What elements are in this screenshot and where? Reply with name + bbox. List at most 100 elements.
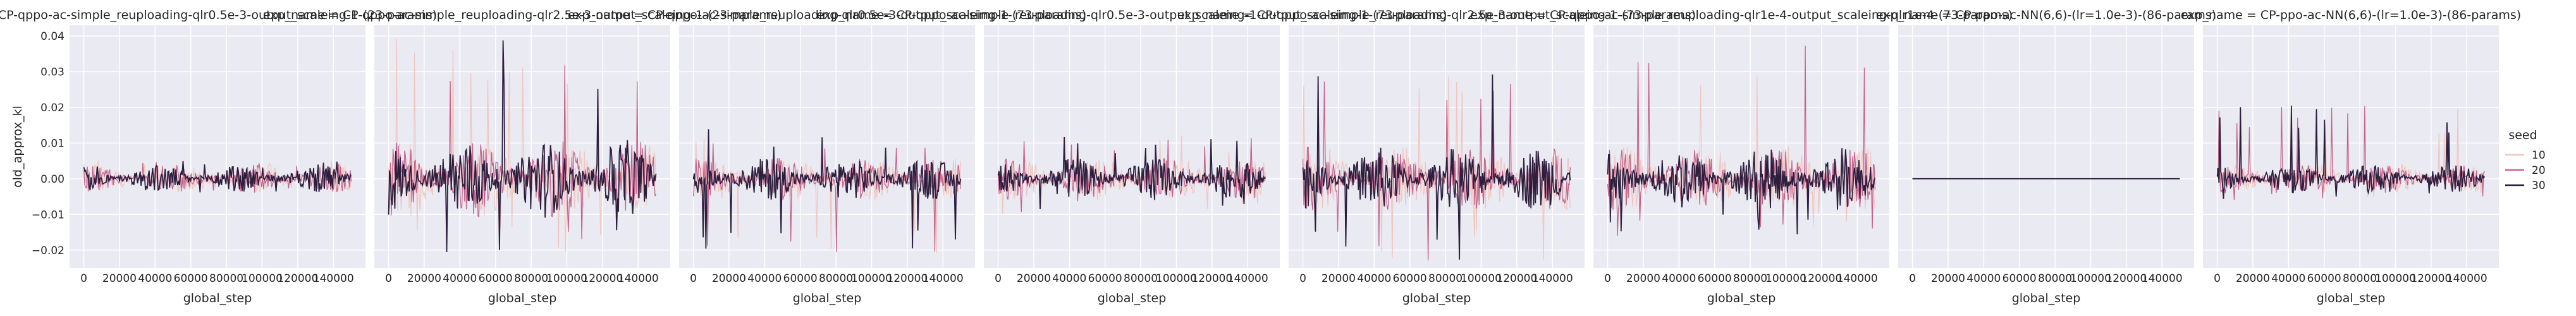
panel-title: exp_name = CP-qppo-ac-simple_reuploading… — [1177, 8, 1696, 22]
y-tick-label: 0.00 — [40, 173, 64, 186]
series-line-seed-30 — [1302, 74, 1571, 260]
x-tick-label: 60000 — [1698, 272, 1732, 285]
x-tick-label: 80000 — [209, 272, 243, 285]
x-tick-label: 140000 — [923, 272, 964, 285]
x-tick-label: 140000 — [2446, 272, 2487, 285]
x-tick-label: 0 — [1299, 272, 1306, 285]
x-axis-label: global_step — [1402, 291, 1471, 305]
x-tick-label: 100000 — [2375, 272, 2416, 285]
y-tick-label: 0.03 — [40, 66, 64, 78]
x-tick-label: 0 — [80, 272, 87, 285]
legend: seed 10 20 30 — [2505, 128, 2546, 192]
panel-title: exp_name = CP-qppo-ac-simple_reuploading… — [568, 8, 1086, 22]
panel-title: exp_name = CP-ppo-ac-NN(6,6)-(lr=1.0e-3)… — [2181, 8, 2521, 22]
y-axis-label: old_approx_kl — [11, 106, 25, 188]
x-tick-label: 120000 — [1496, 272, 1537, 285]
x-tick-label: 0 — [1604, 272, 1611, 285]
plot-area — [1593, 25, 1889, 268]
x-tick-label: 40000 — [443, 272, 477, 285]
x-tick-label: 120000 — [1191, 272, 1232, 285]
x-tick-label: 100000 — [1156, 272, 1197, 285]
x-axis-label: global_step — [1098, 291, 1167, 305]
x-tick-label: 80000 — [1428, 272, 1463, 285]
x-tick-label: 100000 — [1765, 272, 1806, 285]
x-tick-label: 80000 — [514, 272, 548, 285]
x-axis-label: global_step — [183, 291, 252, 305]
x-tick-label: 100000 — [242, 272, 283, 285]
x-tick-label: 60000 — [2003, 272, 2037, 285]
x-tick-label: 120000 — [2410, 272, 2451, 285]
panel-title: exp_name = CP-qppo-ac-simple_reuploading… — [816, 8, 1447, 22]
plot-area — [1898, 25, 2194, 268]
x-tick-label: 0 — [1909, 272, 1916, 285]
y-tick-label: −0.01 — [32, 209, 64, 221]
x-tick-label: 20000 — [102, 272, 137, 285]
x-tick-label: 0 — [385, 272, 392, 285]
plot-area — [984, 25, 1280, 268]
x-tick-label: 140000 — [313, 272, 354, 285]
x-tick-label: 40000 — [1052, 272, 1086, 285]
x-tick-label: 40000 — [1966, 272, 2001, 285]
series-line-seed-20 — [692, 143, 962, 252]
x-axis-label: global_step — [2012, 291, 2081, 305]
x-tick-label: 20000 — [1931, 272, 1965, 285]
x-tick-label: 80000 — [2343, 272, 2377, 285]
x-tick-label: 120000 — [582, 272, 623, 285]
x-tick-label: 120000 — [277, 272, 318, 285]
series-line-seed-30 — [1607, 148, 1876, 234]
x-tick-label: 140000 — [1227, 272, 1268, 285]
x-tick-label: 20000 — [712, 272, 746, 285]
x-tick-label: 20000 — [407, 272, 441, 285]
panel-4: 0 20000 40000 60000 80000100000120000140000e… — [816, 8, 1447, 305]
x-tick-label: 60000 — [783, 272, 818, 285]
plot-area — [679, 25, 975, 268]
panel-2: 0 20000 40000 60000 80000100000120000140000e… — [263, 8, 782, 305]
panel-3: 0 20000 40000 60000 80000100000120000140000e… — [568, 8, 1086, 305]
x-tick-label: 40000 — [747, 272, 782, 285]
x-tick-label: 100000 — [851, 272, 892, 285]
series-line-seed-30 — [692, 129, 962, 249]
x-axis-label: global_step — [1707, 291, 1776, 305]
x-tick-label: 140000 — [1532, 272, 1573, 285]
x-tick-label: 20000 — [1626, 272, 1660, 285]
x-tick-label: 0 — [2214, 272, 2221, 285]
x-tick-label: 40000 — [2271, 272, 2305, 285]
x-tick-label: 140000 — [1837, 272, 1878, 285]
series-line-seed-30 — [83, 161, 352, 193]
x-tick-label: 80000 — [1124, 272, 1158, 285]
x-axis-label: global_step — [488, 291, 557, 305]
series-line-seed-30 — [997, 137, 1266, 209]
legend-title: seed — [2508, 128, 2537, 142]
plot-area — [70, 25, 365, 268]
x-tick-label: 60000 — [1088, 272, 1122, 285]
x-tick-label: 100000 — [546, 272, 587, 285]
x-tick-label: 40000 — [1357, 272, 1391, 285]
x-tick-label: 40000 — [1662, 272, 1696, 285]
x-tick-label: 80000 — [1733, 272, 1767, 285]
x-tick-label: 120000 — [886, 272, 928, 285]
x-tick-label: 100000 — [2070, 272, 2111, 285]
legend-label-10: 10 — [2532, 149, 2546, 162]
legend-label-20: 20 — [2532, 164, 2546, 177]
y-tick-label: 0.01 — [40, 137, 64, 150]
x-axis-label: global_step — [793, 291, 862, 305]
x-tick-label: 40000 — [138, 272, 172, 285]
x-tick-label: 0 — [995, 272, 1002, 285]
y-tick-label: 0.02 — [40, 102, 64, 114]
x-tick-label: 20000 — [1017, 272, 1051, 285]
x-tick-label: 120000 — [1801, 272, 1842, 285]
x-tick-label: 20000 — [2236, 272, 2270, 285]
panel-6: 0 20000 40000 60000 80000100000120000140000e… — [1470, 8, 2013, 305]
x-tick-label: 120000 — [2106, 272, 2147, 285]
x-axis-label: global_step — [2317, 291, 2386, 305]
legend-label-30: 30 — [2532, 179, 2546, 192]
x-tick-label: 80000 — [2038, 272, 2072, 285]
x-tick-label: 60000 — [479, 272, 513, 285]
panel-title: CP-qppo-ac-simple_reuploading-qlr0.5e-3-… — [0, 8, 437, 22]
x-tick-label: 60000 — [174, 272, 208, 285]
x-tick-label: 60000 — [2307, 272, 2341, 285]
panel-title: exp_name = CP-ppo-ac-NN(6,6)-(lr=1.0e-3)… — [1876, 8, 2216, 22]
